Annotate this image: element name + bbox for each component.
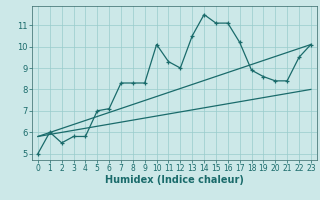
X-axis label: Humidex (Indice chaleur): Humidex (Indice chaleur) — [105, 175, 244, 185]
